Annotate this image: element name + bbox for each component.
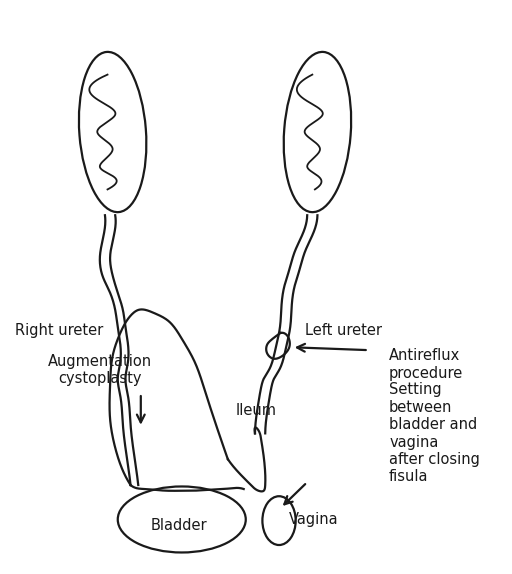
- Text: Left ureter: Left ureter: [305, 323, 381, 338]
- Text: Right ureter: Right ureter: [15, 323, 103, 338]
- Text: Vagina: Vagina: [289, 512, 339, 527]
- Text: Augmentation
cystoplasty: Augmentation cystoplasty: [48, 354, 152, 386]
- Text: Ileum: Ileum: [236, 403, 276, 418]
- Text: Bladder: Bladder: [151, 518, 207, 533]
- Text: Setting
between
bladder and
vagina
after closing
fisula: Setting between bladder and vagina after…: [389, 382, 480, 484]
- Text: Antireflux
procedure: Antireflux procedure: [389, 348, 463, 381]
